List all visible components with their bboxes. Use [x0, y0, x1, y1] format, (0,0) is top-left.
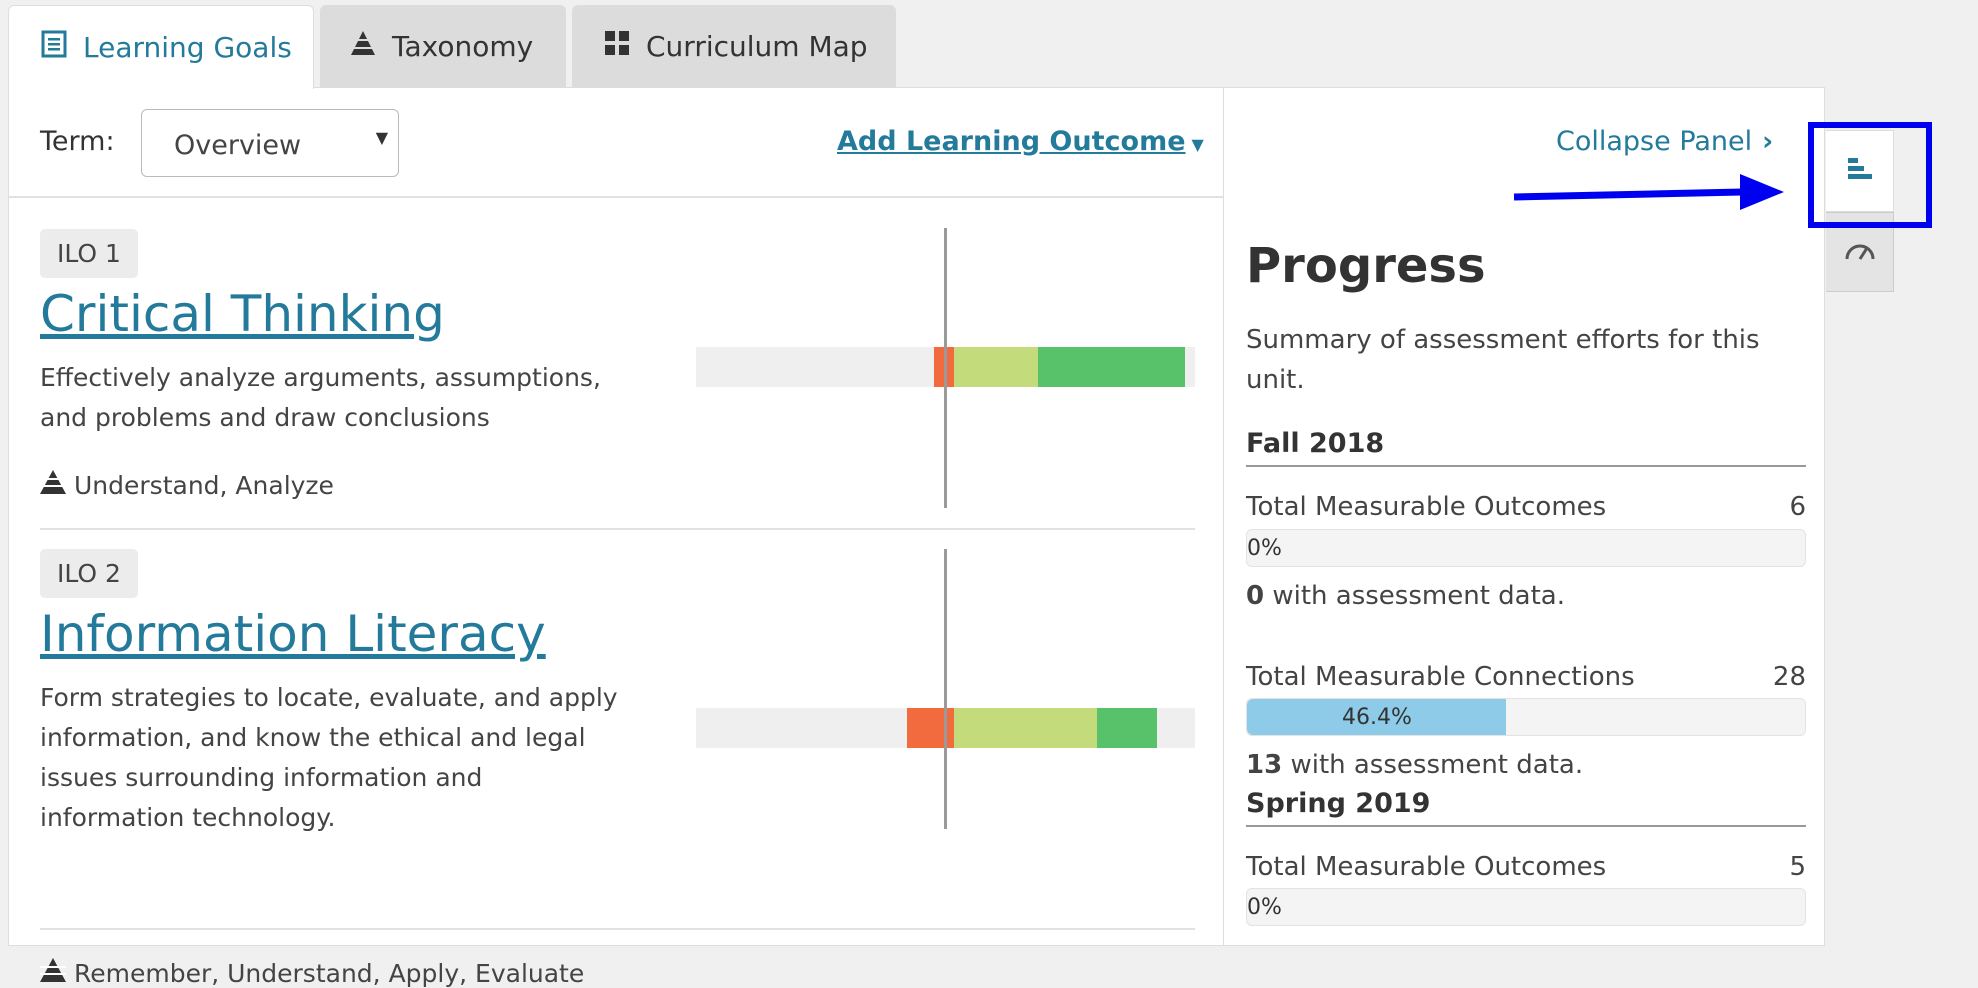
progress-label: 46.4% [1342, 705, 1412, 730]
term-label: Term: [40, 126, 115, 157]
add-learning-outcome-label: Add Learning Outcome [837, 126, 1186, 157]
tab-label: Learning Goals [83, 31, 292, 64]
assessed-count: 0 [1246, 581, 1265, 611]
dropdown-caret-icon: ▼ [375, 128, 388, 147]
chevron-right-icon: › [1762, 126, 1774, 157]
toolbar: Term: Overview ▼ Add Learning Outcome ▼ [9, 88, 1223, 198]
metric-label: Total Measurable Connections [1246, 662, 1635, 692]
grid-icon [604, 30, 630, 63]
metric-value: 6 [1789, 492, 1806, 522]
assessment-count: 0 with assessment data. [1246, 581, 1565, 611]
bar-segment-light-green [954, 708, 1097, 748]
bar-segment-green [1097, 708, 1157, 748]
divider [40, 928, 1195, 930]
collapse-panel-link[interactable]: Collapse Panel › [1556, 126, 1773, 157]
pointer-arrow [1513, 174, 1784, 210]
assessed-suffix: with assessment data. [1272, 581, 1565, 611]
progress-bar: 46.4% [1246, 698, 1806, 736]
tab-learning-goals[interactable]: Learning Goals [8, 5, 314, 89]
metric-value: 5 [1789, 852, 1806, 882]
metric-outcomes: Total Measurable Outcomes 5 [1246, 852, 1806, 882]
list-icon [41, 30, 67, 65]
bar-chart-icon [1846, 156, 1874, 186]
metric-label: Total Measurable Outcomes [1246, 492, 1607, 522]
tab-curriculum-map[interactable]: Curriculum Map [572, 5, 896, 87]
desc-line: issues surrounding information and [40, 763, 483, 792]
tab-label: Taxonomy [392, 29, 534, 63]
tab-label: Curriculum Map [646, 29, 868, 63]
pyramid-icon [40, 470, 66, 500]
term-select-value: Overview [174, 130, 302, 161]
taxonomy-levels: Remember, Understand, Apply, Evaluate [40, 958, 584, 988]
desc-line: information technology. [40, 803, 336, 832]
progress-label: 0% [1247, 895, 1282, 920]
term-select[interactable]: Overview ▼ [141, 109, 399, 177]
divider [40, 528, 1195, 530]
desc-line: and problems and draw conclusions [40, 403, 490, 432]
metric-outcomes: Total Measurable Outcomes 6 [1246, 492, 1806, 522]
outcome-description: Effectively analyze arguments, assumptio… [40, 358, 660, 438]
tab-taxonomy[interactable]: Taxonomy [320, 5, 566, 87]
caret-down-icon: ▼ [1191, 135, 1204, 154]
outcome-title-link[interactable]: Information Literacy [40, 605, 546, 663]
assessment-count: 13 with assessment data. [1246, 750, 1583, 780]
gauge-icon [1844, 239, 1876, 265]
collapse-panel-label: Collapse Panel [1556, 126, 1753, 157]
progress-panel: Collapse Panel › Progress Summary of asse… [1223, 87, 1825, 946]
term-heading: Spring 2019 [1246, 788, 1806, 827]
metric-label: Total Measurable Outcomes [1246, 852, 1607, 882]
add-learning-outcome-link[interactable]: Add Learning Outcome ▼ [837, 126, 1204, 157]
progress-view-button[interactable] [1826, 130, 1894, 212]
bar-segment-green [1038, 347, 1185, 387]
progress-bar: 0% [1246, 529, 1806, 567]
taxonomy-text: Remember, Understand, Apply, Evaluate [74, 958, 585, 988]
desc-line: Effectively analyze arguments, assumptio… [40, 363, 601, 392]
outcome-badge: ILO 1 [40, 229, 138, 278]
term-heading: Fall 2018 [1246, 428, 1806, 467]
assessed-count: 13 [1246, 750, 1283, 780]
pyramid-icon [40, 958, 66, 988]
progress-label: 0% [1247, 536, 1282, 561]
metric-value: 28 [1772, 662, 1806, 692]
desc-line: information, and know the ethical and le… [40, 723, 586, 752]
assessed-suffix: with assessment data. [1290, 750, 1584, 780]
bar-axis [944, 228, 947, 508]
metric-connections: Total Measurable Connections 28 [1246, 662, 1806, 692]
learning-goals-panel: Term: Overview ▼ Add Learning Outcome ▼ I… [8, 87, 1224, 988]
outcome-description: Form strategies to locate, evaluate, and… [40, 678, 660, 838]
outcome-title-link[interactable]: Critical Thinking [40, 285, 445, 343]
bar-segment-light-green [954, 347, 1038, 387]
panel-summary: Summary of assessment efforts for this u… [1246, 325, 1760, 395]
desc-line: Form strategies to locate, evaluate, and… [40, 683, 618, 712]
bar-axis [944, 549, 947, 829]
taxonomy-text: Understand, Analyze [74, 470, 334, 500]
progress-fill [1247, 699, 1506, 735]
highlight-box [1808, 122, 1932, 228]
pyramid-icon [350, 30, 376, 63]
outcome-badge: ILO 2 [40, 549, 138, 598]
progress-bar: 0% [1246, 888, 1806, 926]
taxonomy-levels: Understand, Analyze [40, 470, 334, 500]
panel-heading: Progress [1246, 238, 1486, 294]
